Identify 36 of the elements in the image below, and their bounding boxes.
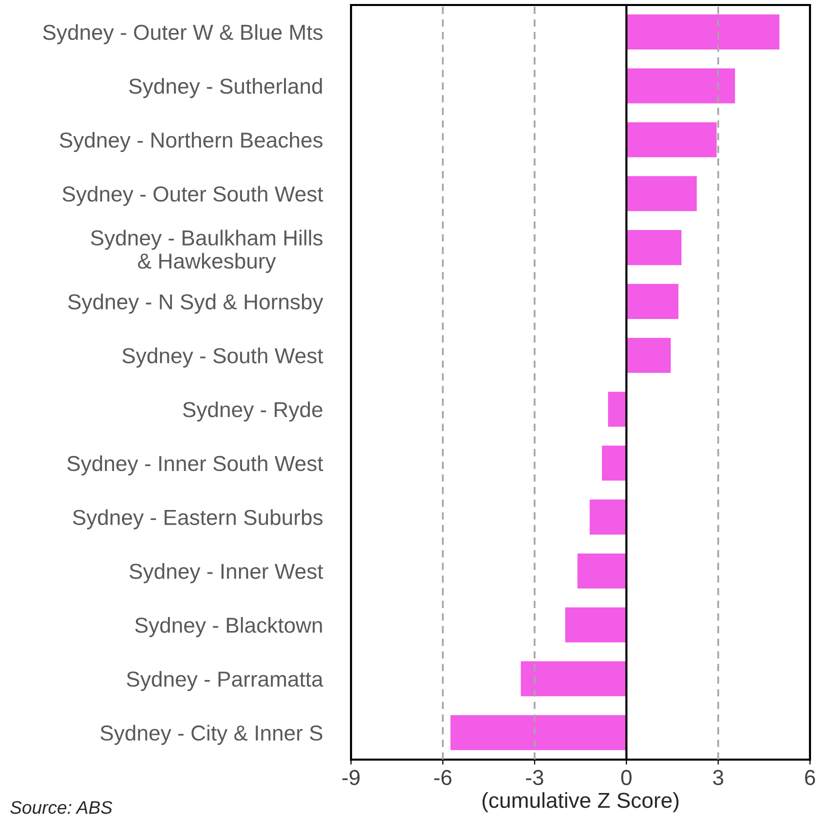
source-note: Source: ABS bbox=[10, 801, 112, 814]
bar bbox=[590, 500, 626, 535]
bar bbox=[626, 14, 780, 50]
bar bbox=[565, 607, 626, 642]
y-tick-label: Sydney - Northern Beaches bbox=[60, 132, 322, 152]
bar bbox=[626, 338, 671, 373]
bar bbox=[626, 122, 717, 158]
y-tick-label: Sydney - Inner West bbox=[130, 563, 324, 584]
x-tick-label: -3 bbox=[526, 770, 544, 786]
y-tick-label: Sydney - Inner South West bbox=[67, 455, 324, 476]
y-tick-label: Sydney - Ryde bbox=[183, 401, 322, 422]
bar bbox=[577, 553, 626, 588]
bar bbox=[626, 68, 736, 104]
y-tick-label: Sydney - Parramatta bbox=[126, 670, 324, 692]
x-tick-label: 3 bbox=[713, 770, 724, 786]
x-tick-label: -6 bbox=[434, 770, 452, 786]
y-tick-label: Sydney - South West bbox=[122, 348, 324, 368]
bar bbox=[602, 446, 626, 481]
y-tick-label: Sydney - Eastern Suburbs bbox=[72, 509, 322, 530]
y-tick-label: Sydney - Sutherland bbox=[129, 78, 322, 98]
y-tick-label: Sydney - N Syd & Hornsby bbox=[68, 294, 324, 314]
y-tick-label: Sydney - Outer South West bbox=[62, 186, 324, 206]
y-tick-label: Sydney - Baulkham Hills & Hawkesbury bbox=[90, 230, 322, 273]
y-tick-label: Sydney - Outer W & Blue Mts bbox=[43, 24, 322, 44]
bar bbox=[450, 715, 626, 750]
x-axis-title: (cumulative Z Score) bbox=[482, 792, 678, 812]
x-tick-label: 0 bbox=[621, 770, 632, 786]
bar bbox=[626, 284, 678, 319]
y-tick-label: Sydney - Blacktown bbox=[135, 617, 322, 638]
bar bbox=[608, 392, 626, 427]
x-tick-label: 6 bbox=[805, 770, 816, 786]
bar bbox=[520, 661, 626, 696]
x-tick-label: -9 bbox=[342, 770, 360, 786]
y-tick-label: Sydney - City & Inner S bbox=[100, 724, 322, 745]
bar bbox=[626, 176, 697, 212]
bar bbox=[626, 230, 682, 266]
